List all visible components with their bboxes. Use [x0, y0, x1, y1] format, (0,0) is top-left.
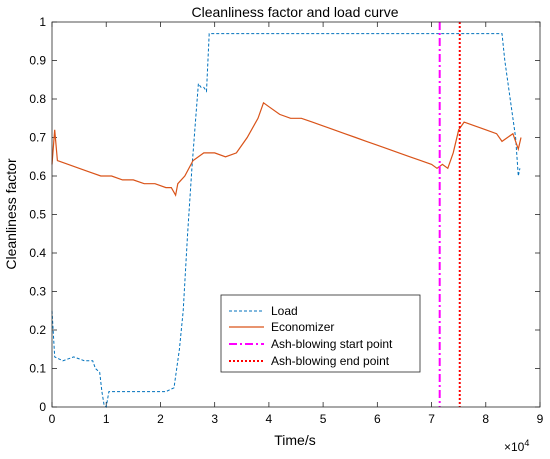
- x-axis-label: Time/s: [274, 432, 315, 448]
- y-tick-label: 1: [39, 15, 46, 29]
- series-line-load: [51, 33, 521, 408]
- y-tick-label: 0.6: [29, 169, 46, 183]
- x-tick-label: 2: [157, 412, 164, 426]
- x-tick-label: 4: [266, 412, 273, 426]
- y-tick-label: 0.1: [29, 362, 46, 376]
- y-tick-label: 0.9: [29, 54, 46, 68]
- x-tick-label: 6: [374, 412, 381, 426]
- y-tick-label: 0.3: [29, 285, 46, 299]
- x-axis-exponent-power: 4: [524, 438, 529, 448]
- legend: Load Economizer Ash-blowing start point …: [220, 294, 421, 373]
- x-axis-exponent: ×104: [504, 438, 529, 454]
- series-layer: [51, 22, 522, 408]
- x-tick-label: 1: [103, 412, 110, 426]
- y-tick-label: 0.5: [29, 208, 46, 222]
- y-tick-label: 0.2: [29, 323, 46, 337]
- x-tick-label: 7: [428, 412, 435, 426]
- chart-title: Cleanliness factor and load curve: [191, 4, 398, 20]
- y-tick-label: 0.8: [29, 92, 46, 106]
- y-tick-label: 0.7: [29, 131, 46, 145]
- series-line-economizer: [51, 101, 522, 197]
- x-tick-label: 5: [320, 412, 327, 426]
- y-axis-label: Cleanliness factor: [3, 158, 19, 270]
- x-axis-exponent-base: ×10: [504, 440, 525, 454]
- y-tick-label: 0.4: [29, 246, 46, 260]
- y-axis-ticks: 0 0.1 0.2 0.3 0.4 0.5 0.6 0.7 0.8 0.9 1: [29, 15, 540, 414]
- y-tick-label: 0: [39, 400, 46, 414]
- legend-label-ash-start: Ash-blowing start point: [271, 337, 393, 351]
- x-tick-label: 9: [537, 412, 544, 426]
- legend-label-economizer: Economizer: [271, 320, 334, 334]
- legend-label-load: Load: [271, 304, 298, 318]
- x-tick-label: 8: [482, 412, 489, 426]
- legend-label-ash-end: Ash-blowing end point: [271, 354, 390, 368]
- x-tick-label: 0: [49, 412, 56, 426]
- x-tick-label: 3: [211, 412, 218, 426]
- legend-box: [220, 294, 421, 373]
- plot-frame: [51, 21, 541, 408]
